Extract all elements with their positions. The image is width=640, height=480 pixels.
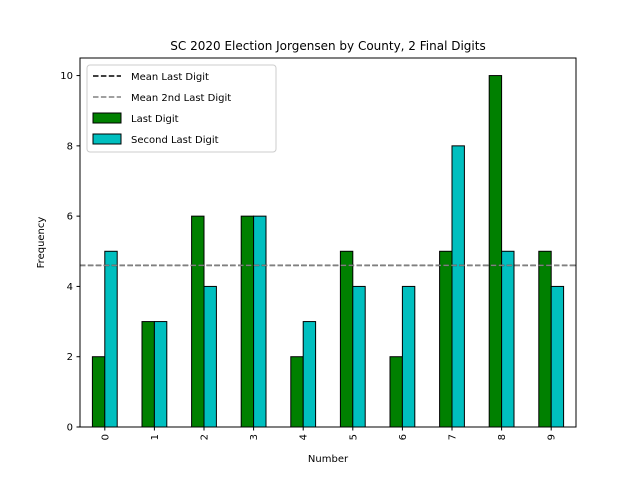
bar-second-last-digit-9 <box>550 285 565 428</box>
bar-second-last-digit-0 <box>104 250 118 428</box>
bar-last-digit-6 <box>389 356 403 428</box>
legend: Mean Last Digit Mean 2nd Last Digit Last D… <box>86 64 277 153</box>
x-tick-label: 2 <box>200 434 211 440</box>
plot-area-frame <box>79 57 577 428</box>
bar-last-digit-2 <box>191 215 205 428</box>
bar-second-last-digit-2 <box>203 285 217 428</box>
y-tick-label: 10 <box>60 71 73 82</box>
legend-second-last-digit-label: Second Last Digit <box>131 135 219 146</box>
bars-group <box>91 75 565 428</box>
y-tick-label: 2 <box>67 352 73 363</box>
legend-second-last-digit-swatch <box>92 133 122 145</box>
bar-second-last-digit-8 <box>501 250 515 428</box>
legend-mean-last-digit-label: Mean Last Digit <box>131 72 209 83</box>
bar-last-digit-7 <box>439 250 453 428</box>
bar-last-digit-8 <box>488 75 503 428</box>
x-tick-label: 0 <box>100 434 111 440</box>
bar-second-last-digit-7 <box>451 145 465 428</box>
bar-second-last-digit-1 <box>153 321 168 428</box>
x-tick-label: 9 <box>547 434 558 440</box>
y-tick-label: 0 <box>67 423 73 434</box>
chart-title: SC 2020 Election Jorgensen by County, 2 … <box>170 39 485 53</box>
bar-second-last-digit-3 <box>253 215 267 428</box>
legend-last-digit-swatch <box>92 112 122 124</box>
bar-second-last-digit-5 <box>352 285 366 428</box>
y-tick-label: 6 <box>67 212 73 223</box>
x-tick-label: 6 <box>398 434 409 440</box>
bar-last-digit-9 <box>538 250 552 428</box>
bar-last-digit-3 <box>240 215 255 428</box>
x-tick-label: 5 <box>348 434 359 440</box>
x-axis: 0 1 2 3 4 5 6 7 8 9 <box>100 427 558 440</box>
legend-last-digit-label: Last Digit <box>131 114 179 125</box>
x-tick-label: 8 <box>497 434 508 440</box>
y-axis-label: Frequency <box>36 217 47 269</box>
y-tick-label: 8 <box>67 141 73 152</box>
x-tick-label: 7 <box>448 434 459 440</box>
y-tick-label: 4 <box>67 282 73 293</box>
bar-second-last-digit-6 <box>401 285 416 428</box>
bar-last-digit-5 <box>339 250 354 428</box>
x-tick-label: 4 <box>299 434 310 440</box>
bar-last-digit-1 <box>141 321 155 428</box>
legend-box <box>86 64 277 153</box>
x-tick-label: 3 <box>249 434 260 440</box>
x-tick-label: 1 <box>150 434 161 440</box>
y-axis: 0 2 4 6 8 10 <box>60 71 80 434</box>
bar-last-digit-0 <box>91 356 106 428</box>
bar-second-last-digit-4 <box>302 321 317 428</box>
legend-mean-second-last-digit-label: Mean 2nd Last Digit <box>131 93 231 104</box>
x-axis-label: Number <box>308 454 349 465</box>
bar-last-digit-4 <box>290 356 304 428</box>
